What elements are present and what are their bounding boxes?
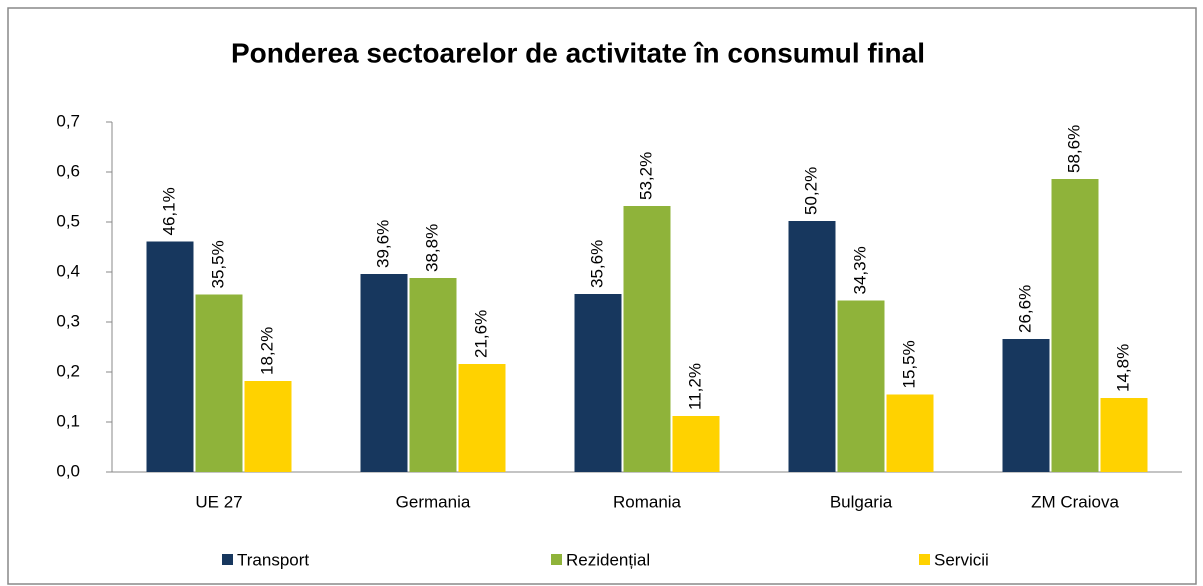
x-tick-label: Bulgaria <box>830 492 893 511</box>
value-label: 39,6% <box>373 220 392 268</box>
value-label: 35,5% <box>208 240 227 288</box>
bar <box>458 364 506 472</box>
bar <box>886 394 934 472</box>
legend-label: Servicii <box>934 550 989 569</box>
value-label: 46,1% <box>159 187 178 235</box>
legend-swatch <box>551 554 562 565</box>
bar <box>244 381 292 472</box>
bar <box>788 221 836 472</box>
bar <box>672 416 720 472</box>
y-tick-label: 0,2 <box>56 361 80 380</box>
value-label: 14,8% <box>1113 344 1132 392</box>
bar <box>409 278 457 472</box>
legend-swatch <box>222 554 233 565</box>
value-label: 58,6% <box>1064 125 1083 173</box>
value-label: 11,2% <box>685 363 704 410</box>
value-label: 18,2% <box>257 327 276 375</box>
value-label: 21,6% <box>471 310 490 358</box>
x-tick-label: Romania <box>613 492 682 511</box>
bar <box>623 206 671 472</box>
value-label: 50,2% <box>801 167 820 215</box>
x-tick-label: Germania <box>396 492 471 511</box>
y-tick-label: 0,0 <box>56 461 80 480</box>
bar <box>195 294 243 472</box>
bar <box>1002 339 1050 472</box>
y-tick-label: 0,3 <box>56 311 80 330</box>
y-tick-label: 0,7 <box>56 111 80 130</box>
bar <box>1051 179 1099 472</box>
x-tick-label: UE 27 <box>195 492 242 511</box>
value-label: 15,5% <box>899 340 918 388</box>
bar <box>837 300 885 472</box>
y-tick-label: 0,4 <box>56 261 80 280</box>
bar <box>1100 398 1148 472</box>
y-tick-label: 0,6 <box>56 161 80 180</box>
y-tick-label: 0,5 <box>56 211 80 230</box>
value-label: 35,6% <box>587 240 606 288</box>
value-label: 38,8% <box>422 224 441 272</box>
bar <box>360 274 408 472</box>
legend-label: Rezidențial <box>566 550 650 569</box>
value-label: 26,6% <box>1015 285 1034 333</box>
bar <box>146 241 194 472</box>
y-tick-label: 0,1 <box>56 411 80 430</box>
value-label: 34,3% <box>850 246 869 294</box>
bar <box>574 294 622 472</box>
chart-title: Ponderea sectoarelor de activitate în co… <box>231 37 925 68</box>
legend-swatch <box>919 554 930 565</box>
legend-label: Transport <box>237 550 309 569</box>
x-tick-label: ZM Craiova <box>1031 492 1119 511</box>
value-label: 53,2% <box>636 152 655 200</box>
